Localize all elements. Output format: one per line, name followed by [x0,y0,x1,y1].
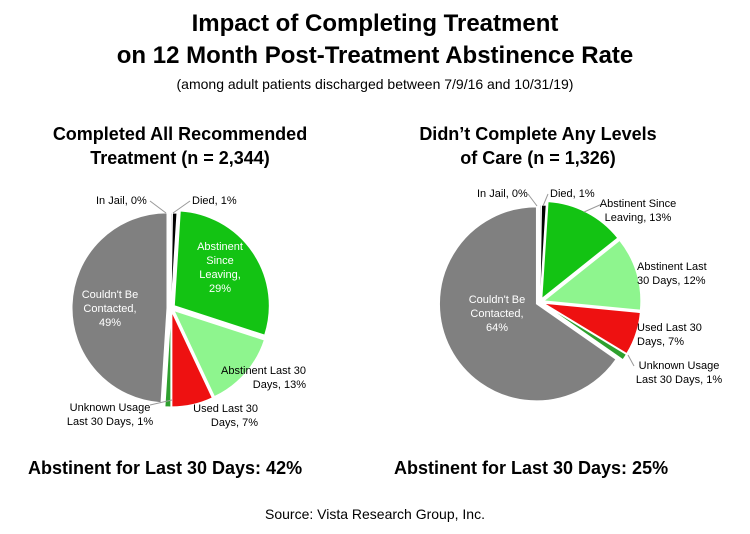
pie1-label-died: Died, 1% [192,195,237,207]
pie1-title-line2: Treatment (n = 2,344) [90,148,270,168]
pie1-slice-unknown [164,311,172,408]
pie2-slice-abstinent_since [541,201,619,300]
chart-subtitle: (among adult patients discharged between… [176,76,574,92]
pie2-label-not_contacted: Couldn't Be Contacted, 64% [469,294,526,334]
pie2-slice-jail [539,204,543,303]
pie1-label-not_contacted: Couldn't Be Contacted, 49% [82,289,139,329]
pie1-leader-unknown [149,399,173,406]
pie1-label-used_30: Used Last 30 Days, 7% [193,403,258,429]
pie1-slice-jail [170,212,173,309]
pie2-slice-not_contacted [438,206,617,402]
source-note: Source: Vista Research Group, Inc. [265,506,485,522]
pie1-slice-abstinent_30 [173,309,265,398]
chart-title-line1: Impact of Completing Treatment [191,10,559,37]
pie2-slice-abstinent_30 [542,239,642,311]
pie2-label-unknown: Unknown Usage Last 30 Days, 1% [636,360,722,386]
chart-title-line2: on 12 Month Post-Treatment Abstinence Ra… [116,42,634,69]
pie2-slice-used_30 [543,302,641,355]
pie1-label-jail: In Jail, 0% [96,195,147,207]
pie2-leader-jail [527,193,538,207]
pie2-leader-died [542,193,549,207]
pie2-label-died: Died, 1% [550,188,595,200]
pie2-leader-unknown [627,354,635,367]
pie2-label-used_30: Used Last 30 Days, 7% [637,322,702,348]
pie1-slice-abstinent_since [173,210,270,336]
pie2-title-line2: of Care (n = 1,326) [460,148,616,168]
pie1-leader-died [172,200,191,214]
pie1-leader-jail [149,200,167,214]
pie1-label-abstinent_30: Abstinent Last 30 Days, 13% [221,365,306,391]
pie2-label-abstinent_30: Abstinent Last 30 Days, 12% [637,261,707,287]
pie2-label-jail: In Jail, 0% [477,188,528,200]
pie1-title-line1: Completed All Recommended [52,124,308,144]
pie1-slice-used_30 [171,311,213,408]
pie2-label-abstinent_since: Abstinent Since Leaving, 13% [600,198,676,224]
pie1-summary: Abstinent for Last 30 Days: 42% [28,458,303,478]
pie2-slice-unknown [543,303,627,361]
pie2-title-line1: Didn’t Complete Any Levels [419,124,657,144]
pie1-label-unknown: Unknown Usage Last 30 Days, 1% [67,402,153,428]
pie2-leader-abstinent_since [583,203,603,213]
pie1-label-abstinent_since: Abstinent Since Leaving, 29% [197,241,243,295]
pie2-summary: Abstinent for Last 30 Days: 25% [394,458,669,478]
pie1-slice-not_contacted [71,212,168,404]
